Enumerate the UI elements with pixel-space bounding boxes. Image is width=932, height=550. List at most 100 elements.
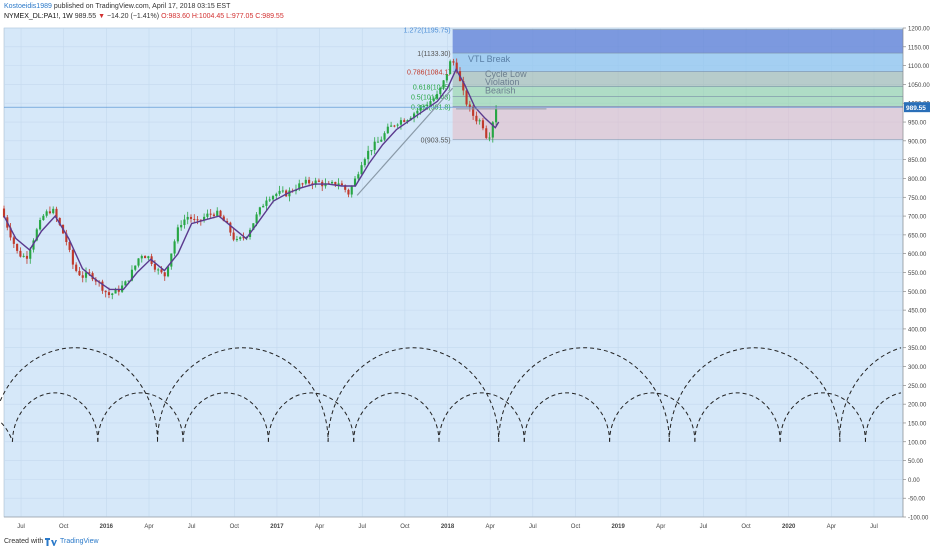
candle-body bbox=[29, 249, 32, 259]
candle-body bbox=[180, 225, 183, 228]
candle-body bbox=[442, 80, 445, 88]
y-tick-label: 0.00 bbox=[908, 478, 920, 484]
candle-body bbox=[199, 219, 202, 221]
candle-body bbox=[363, 159, 366, 166]
x-tick-label: Oct bbox=[59, 524, 69, 530]
tradingview-logo-icon[interactable] bbox=[45, 538, 57, 548]
cycle-arc-small bbox=[182, 392, 269, 442]
last-price-badge-label: 989.55 bbox=[906, 105, 926, 112]
candle-body bbox=[91, 273, 94, 280]
candle-body bbox=[239, 237, 242, 240]
candle-body bbox=[449, 61, 452, 75]
candle-body bbox=[468, 104, 471, 108]
candle-body bbox=[104, 290, 107, 293]
cycle-arc-small bbox=[438, 392, 525, 442]
candle-body bbox=[271, 196, 275, 200]
tradingview-brand[interactable]: TradingView bbox=[60, 538, 99, 545]
candle-body bbox=[32, 240, 35, 250]
trendline[interactable] bbox=[356, 87, 454, 196]
candle-body bbox=[186, 216, 189, 220]
candle-body bbox=[216, 210, 219, 216]
candle-body bbox=[419, 106, 422, 111]
candle-body bbox=[314, 180, 317, 185]
candle-body bbox=[16, 243, 19, 251]
y-tick-label: -100.00 bbox=[908, 516, 929, 522]
close-value: C:989.55 bbox=[255, 13, 284, 20]
cycle-arc-large bbox=[668, 347, 841, 442]
candle-body bbox=[232, 232, 235, 240]
candle-body bbox=[330, 181, 334, 184]
fib-zone bbox=[452, 96, 903, 107]
candle-body bbox=[22, 255, 25, 257]
candle-body bbox=[166, 266, 170, 277]
candle-body bbox=[81, 275, 84, 278]
chart-header: Kostoeidis1989 published on TradingView.… bbox=[0, 0, 932, 24]
fib-level-label: 1.272(1195.75) bbox=[404, 28, 451, 35]
candle-body bbox=[344, 185, 347, 190]
x-tick-label: Jul bbox=[870, 524, 878, 530]
fib-level-label: 0.618(1045) bbox=[413, 84, 451, 91]
candle-body bbox=[432, 98, 435, 102]
cycle-arc-large bbox=[157, 347, 329, 442]
publish-text: published on TradingView.com, April 17, … bbox=[53, 3, 231, 10]
candle-body bbox=[117, 289, 120, 292]
cycle-arc-small bbox=[779, 392, 866, 442]
candle-body bbox=[255, 214, 258, 224]
candle-body bbox=[281, 190, 284, 192]
annotation-text: Bearish bbox=[485, 85, 516, 95]
candle-body bbox=[137, 258, 140, 266]
x-tick-label: Jul bbox=[529, 524, 537, 530]
low-value: L:977.05 bbox=[226, 13, 254, 20]
candle-body bbox=[242, 237, 245, 239]
x-tick-label: Jul bbox=[700, 524, 708, 530]
y-tick-label: 900.00 bbox=[908, 139, 927, 145]
candle-body bbox=[278, 190, 281, 194]
annotation-text: Violation bbox=[485, 77, 519, 87]
candle-body bbox=[121, 285, 124, 292]
candle-body bbox=[488, 137, 491, 139]
candle-body bbox=[25, 255, 29, 259]
y-tick-label: 500.00 bbox=[908, 290, 927, 296]
cycle-arc-small bbox=[0, 420, 14, 442]
fib-zone bbox=[452, 106, 903, 140]
y-tick-label: 450.00 bbox=[908, 309, 927, 315]
candle-body bbox=[209, 213, 212, 215]
x-tick-label: 2018 bbox=[441, 524, 455, 530]
x-tick-label: Apr bbox=[486, 524, 495, 530]
y-tick-label: 750.00 bbox=[908, 196, 927, 202]
candle-body bbox=[393, 125, 396, 127]
x-tick-label: Apr bbox=[656, 524, 665, 530]
candle-body bbox=[124, 281, 127, 286]
fib-zone bbox=[452, 86, 903, 97]
author-link[interactable]: Kostoeidis1989 bbox=[4, 3, 52, 10]
fib-level-label: 0.786(1084.1) bbox=[407, 70, 451, 77]
candle-body bbox=[39, 220, 42, 230]
candle-body bbox=[12, 237, 15, 244]
x-tick-label: Jul bbox=[358, 524, 366, 530]
candle-body bbox=[170, 253, 173, 267]
candle-body bbox=[163, 272, 166, 277]
candle-body bbox=[475, 115, 478, 122]
candle-body bbox=[2, 208, 6, 218]
candle-body bbox=[491, 122, 494, 138]
candle-body bbox=[386, 126, 389, 134]
y-tick-label: 700.00 bbox=[908, 215, 927, 221]
candle-body bbox=[196, 219, 199, 221]
x-tick-label: Apr bbox=[827, 524, 836, 530]
candle-body bbox=[373, 141, 376, 151]
cycle-arc-small bbox=[609, 392, 696, 442]
candle-body bbox=[229, 222, 232, 233]
x-tick-label: 2019 bbox=[611, 524, 625, 530]
candle-body bbox=[88, 272, 91, 274]
cycle-arc-large bbox=[498, 347, 670, 442]
y-tick-label: 200.00 bbox=[908, 403, 927, 409]
candle-body bbox=[173, 241, 176, 254]
price-chart[interactable]: 1.272(1195.75) 1(1133.30) 0.786(1084.1) 0.6… bbox=[0, 24, 932, 534]
candle-body bbox=[455, 62, 458, 72]
candle-body bbox=[65, 233, 68, 243]
candle-body bbox=[130, 269, 134, 281]
y-tick-label: 250.00 bbox=[908, 384, 927, 390]
cycle-arc-small bbox=[864, 392, 902, 442]
candle-body bbox=[127, 280, 130, 282]
candle-body bbox=[68, 242, 71, 250]
